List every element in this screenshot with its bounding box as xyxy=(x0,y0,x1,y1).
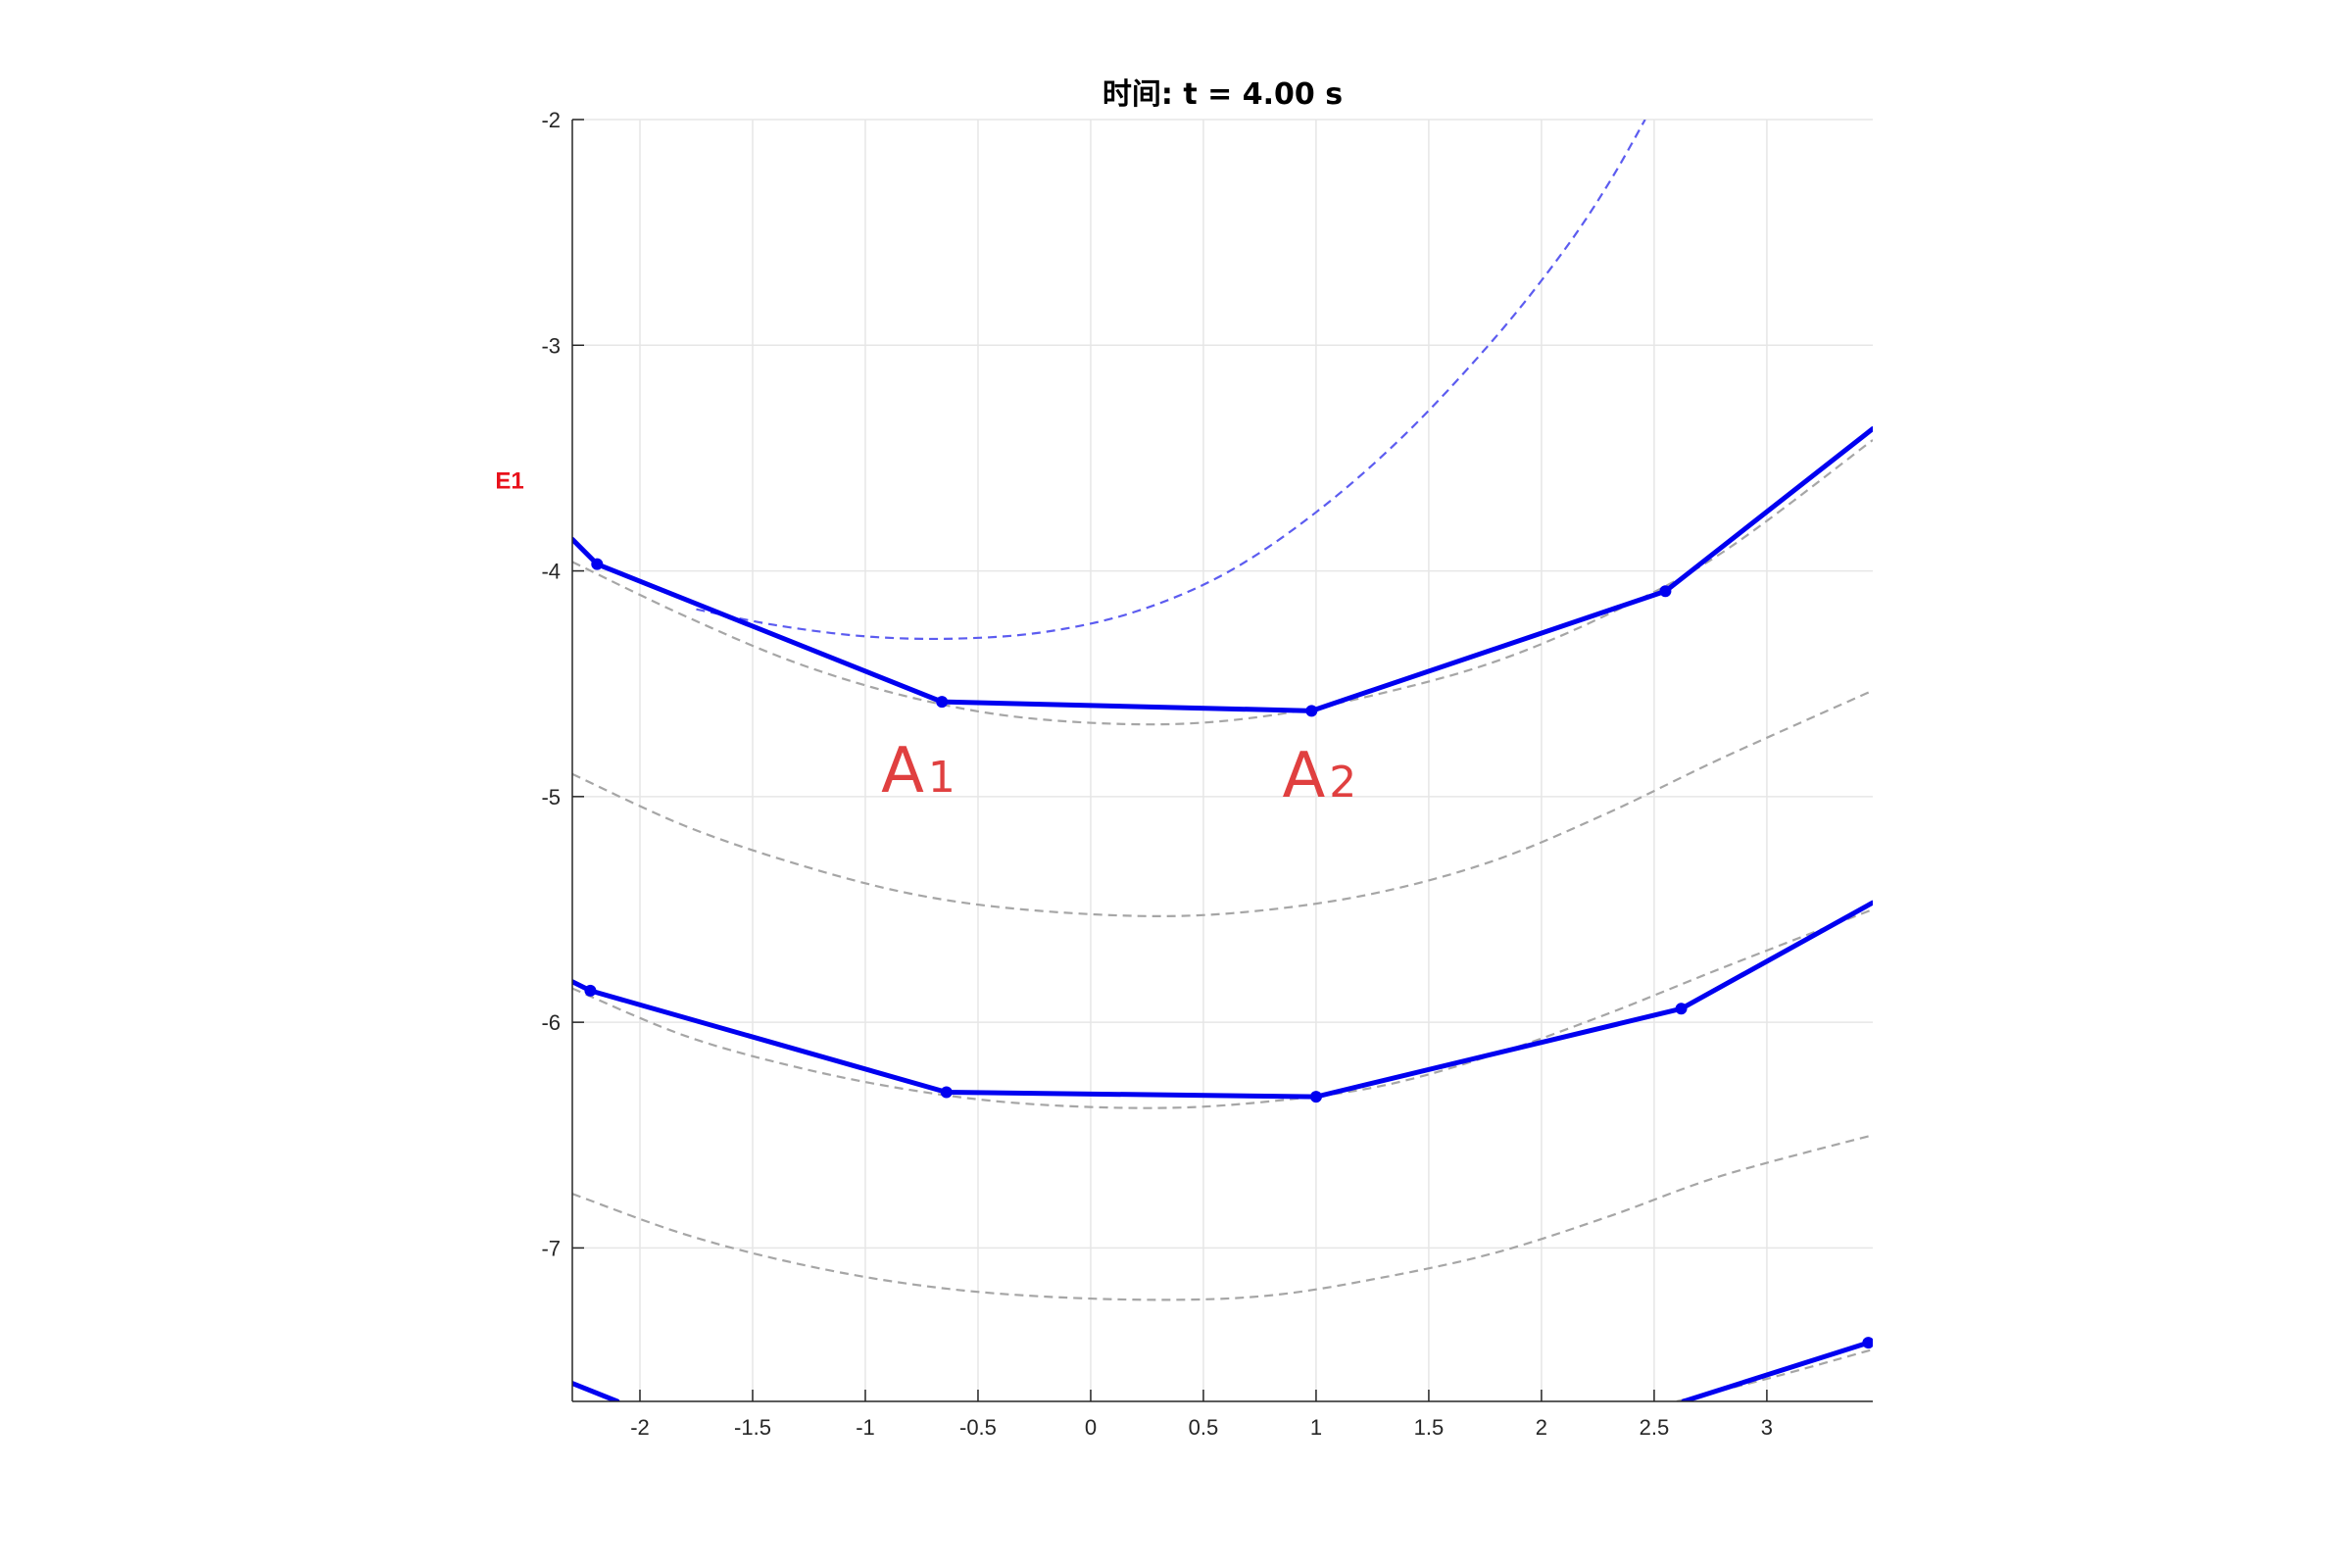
point-label-letter: A xyxy=(1282,740,1325,812)
x-tick-label: 1 xyxy=(1310,1415,1322,1440)
chart-title: 时间: t = 4.00 s xyxy=(1102,77,1343,112)
reference-curve-5 xyxy=(572,689,1873,917)
chain-node xyxy=(940,1086,953,1099)
y-tick-label: -4 xyxy=(541,560,561,584)
point-label-subscript: 1 xyxy=(928,753,956,803)
chain-node xyxy=(1659,585,1672,598)
chain-line-3 xyxy=(1681,1340,1871,1401)
chain-line-2 xyxy=(572,1381,620,1401)
chain-node xyxy=(936,696,949,709)
axes xyxy=(571,119,1873,1402)
x-tick-label: -1.5 xyxy=(734,1415,771,1440)
annotations: A1 A2 xyxy=(881,735,1356,812)
point-label-a2: A2 xyxy=(1282,740,1356,812)
x-tick-label: 3 xyxy=(1761,1415,1773,1440)
reference-curves xyxy=(572,120,1873,1401)
y-tick-label: -3 xyxy=(541,333,561,358)
x-tick-label: 2 xyxy=(1536,1415,1547,1440)
chain-lines xyxy=(572,425,1873,1401)
chain-node xyxy=(591,558,604,570)
reference-curve-6 xyxy=(572,907,1873,1109)
dashed-circle-arc xyxy=(696,120,1646,641)
x-tick-label: -2 xyxy=(630,1415,650,1440)
point-label-letter: A xyxy=(881,735,924,808)
chain-line-0 xyxy=(572,425,1873,713)
side-label-e1: E1 xyxy=(495,467,523,494)
x-tick-label: -0.5 xyxy=(959,1415,997,1440)
chain-node xyxy=(584,984,597,997)
x-tick-label: 0.5 xyxy=(1189,1415,1219,1440)
y-tick-label: -7 xyxy=(541,1236,561,1260)
x-tick-label: 2.5 xyxy=(1640,1415,1670,1440)
x-tick-label: 1.5 xyxy=(1414,1415,1445,1440)
chain-line-1 xyxy=(572,900,1873,1100)
y-tick-label: -2 xyxy=(541,108,561,132)
chain-node xyxy=(1305,705,1318,717)
chain-node xyxy=(1862,1337,1873,1349)
reference-curve-7 xyxy=(572,1134,1873,1301)
y-tick-label: -5 xyxy=(541,785,561,809)
point-label-subscript: 2 xyxy=(1329,758,1356,808)
x-tick-label: -1 xyxy=(856,1415,875,1440)
y-tick-label: -6 xyxy=(541,1010,561,1035)
grid xyxy=(572,119,1873,1401)
tick-labels: -2 -1.5 -1 -0.5 0 0.5 1 1.5 2 2.5 3 -2 -3 -4 -5 -6 -7 xyxy=(541,108,1773,1440)
chain-node xyxy=(1309,1091,1322,1103)
chain-node xyxy=(1675,1003,1688,1015)
point-label-a1: A1 xyxy=(881,735,956,808)
x-tick-label: 0 xyxy=(1085,1415,1097,1440)
